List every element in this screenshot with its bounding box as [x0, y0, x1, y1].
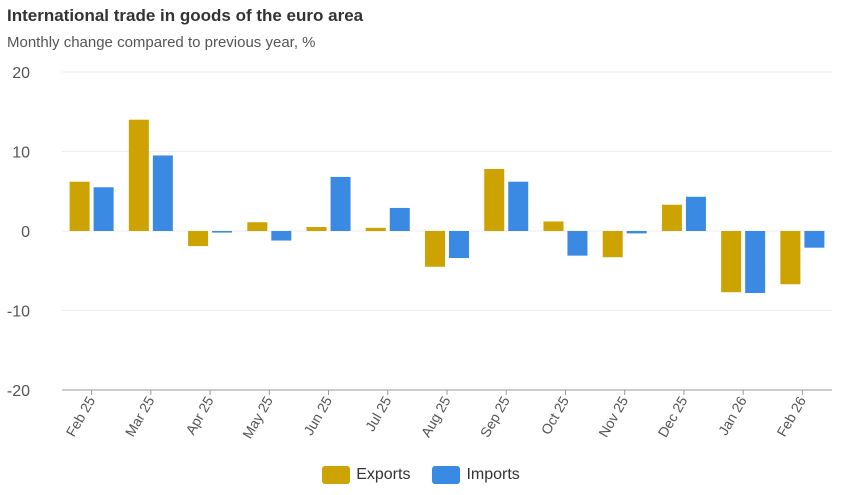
imports-bar [449, 231, 469, 259]
exports-bar [543, 221, 564, 231]
x-tick-label: Sep 25 [477, 393, 513, 440]
x-tick-label: Oct 25 [538, 393, 573, 437]
y-tick-label: 20 [12, 65, 30, 82]
x-tick-label: Feb 26 [773, 393, 809, 439]
imports-bar [626, 231, 647, 234]
x-tick-label: Feb 25 [63, 393, 99, 439]
chart-title: International trade in goods of the euro… [7, 6, 364, 25]
x-tick-label: Jun 25 [300, 393, 335, 438]
bar-chart: 20 10 0 -10 -20 Feb 25 Mar 25 Apr 25 May 25 Jun 2… [7, 65, 832, 441]
imports-bar [330, 176, 351, 231]
exports-bar [365, 227, 386, 231]
exports-swatch [322, 466, 351, 484]
y-tick-label: -10 [7, 304, 30, 321]
exports-bar [69, 181, 90, 231]
imports-bar [271, 231, 292, 241]
chart-subtitle: Monthly change compared to previous year… [7, 34, 316, 51]
legend: Exports Imports [0, 466, 842, 484]
imports-bar [745, 231, 766, 294]
exports-bar [721, 231, 742, 293]
x-tick-label: Apr 25 [182, 393, 217, 437]
legend-label-exports: Exports [356, 466, 411, 483]
exports-bar [188, 231, 209, 247]
exports-bar [484, 168, 505, 231]
x-tick-label: Jul 25 [362, 393, 395, 434]
exports-bar [661, 204, 682, 231]
x-tick-label: May 25 [239, 393, 276, 441]
x-tick-label: Jan 26 [715, 393, 750, 438]
imports-bar [567, 231, 588, 256]
exports-bar [780, 231, 801, 285]
imports-bar [508, 181, 529, 231]
y-tick-label: 10 [12, 145, 30, 162]
imports-swatch [432, 466, 461, 484]
y-tick-label: -20 [7, 383, 30, 400]
exports-bar [602, 231, 623, 258]
exports-bar [128, 119, 149, 231]
legend-label-imports: Imports [466, 466, 520, 483]
legend-item-exports[interactable]: Exports [322, 466, 410, 484]
exports-bar [247, 222, 268, 231]
imports-bar [804, 231, 825, 248]
exports-bar [306, 227, 327, 231]
x-tick-label: Nov 25 [595, 393, 631, 440]
imports-bar [685, 196, 706, 231]
x-tick-label: Mar 25 [122, 393, 158, 439]
x-tick-label: Dec 25 [654, 393, 690, 440]
imports-bar [93, 187, 114, 231]
legend-item-imports[interactable]: Imports [432, 466, 520, 484]
exports-bar [425, 231, 445, 267]
x-tick-label: Aug 25 [418, 393, 454, 440]
imports-bar [212, 231, 233, 233]
imports-bar [152, 155, 173, 231]
imports-bar [389, 207, 410, 231]
y-tick-label: 0 [21, 224, 30, 241]
